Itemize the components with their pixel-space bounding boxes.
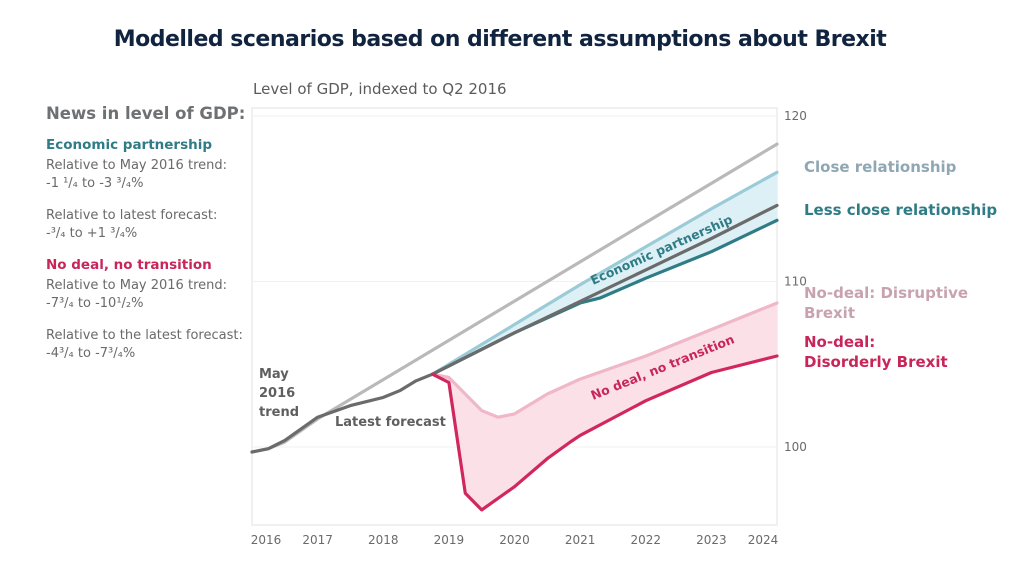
ep-vs-forecast: Relative to latest forecast: -³/₄ to +1 … — [46, 207, 256, 243]
ep-vs-trend-value: -1 ¹/₄ to -3 ³/₄% — [46, 176, 144, 191]
nd-vs-forecast: Relative to the latest forecast: -4³/₄ t… — [46, 327, 256, 363]
annotation-may-2016-trend: May — [259, 367, 289, 382]
annotation-latest-forecast: Latest forecast — [335, 415, 446, 430]
legend-no-deal-disorderly-brexit: No-deal: — [804, 333, 875, 351]
panel-heading: News in level of GDP: — [46, 104, 246, 123]
x-tick-label: 2019 — [434, 533, 465, 547]
x-tick-label: 2017 — [302, 533, 333, 547]
series-line-no-deal-disruptive-brexit — [430, 301, 779, 419]
band-no-deal-no-transition — [432, 303, 777, 510]
annotation-may-2016-trend: trend — [259, 405, 299, 420]
ep-vs-trend: Relative to May 2016 trend: -1 ¹/₄ to -3… — [46, 157, 256, 193]
legend-less-close-relationship: Less close relationship — [804, 201, 997, 219]
legend-no-deal-disorderly-brexit: Disorderly Brexit — [804, 353, 948, 371]
y-tick-label: 110 — [784, 275, 807, 289]
nd-vs-trend-value: -7³/₄ to -10¹/₂% — [46, 296, 144, 311]
x-tick-label: 2018 — [368, 533, 399, 547]
series-line-may-2016-trend — [250, 142, 779, 454]
y-tick-label: 100 — [784, 440, 807, 454]
nd-vs-forecast-value: -4³/₄ to -7³/₄% — [46, 346, 136, 361]
ep-vs-trend-label: Relative to May 2016 trend: — [46, 158, 227, 173]
nd-vs-trend-label: Relative to May 2016 trend: — [46, 278, 227, 293]
legend-no-deal-disruptive-brexit: No-deal: Disruptive — [804, 284, 968, 302]
gdp-news-panel: News in level of GDP: Economic partnersh… — [46, 104, 256, 377]
x-tick-label: 2020 — [499, 533, 530, 547]
group-title-economic-partnership: Economic partnership — [46, 137, 213, 153]
x-tick-label: 2022 — [630, 533, 661, 547]
x-tick-label: 2016 — [251, 533, 282, 547]
ep-vs-forecast-value: -³/₄ to +1 ³/₄% — [46, 226, 138, 241]
x-tick-label: 2021 — [565, 533, 596, 547]
y-tick-label: 120 — [784, 109, 807, 123]
x-tick-label: 2023 — [696, 533, 727, 547]
ep-vs-forecast-label: Relative to latest forecast: — [46, 208, 218, 223]
chart-title: Modelled scenarios based on different as… — [113, 27, 887, 52]
series-line-no-deal-disorderly-brexit — [430, 354, 779, 512]
series-line-latest-forecast — [250, 203, 779, 454]
y-axis-title: Level of GDP, indexed to Q2 2016 — [253, 80, 507, 98]
annotation-may-2016-trend: 2016 — [259, 386, 295, 401]
legend-close-relationship: Close relationship — [804, 158, 957, 176]
nd-vs-trend: Relative to May 2016 trend: -7³/₄ to -10… — [46, 277, 256, 313]
legend-no-deal-disruptive-brexit: Brexit — [804, 304, 855, 322]
nd-vs-forecast-label: Relative to the latest forecast: — [46, 328, 243, 343]
x-tick-label: 2024 — [748, 533, 779, 547]
group-title-no-deal: No deal, no transition — [46, 257, 212, 273]
